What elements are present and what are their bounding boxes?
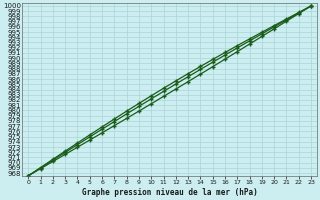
X-axis label: Graphe pression niveau de la mer (hPa): Graphe pression niveau de la mer (hPa): [82, 188, 258, 197]
